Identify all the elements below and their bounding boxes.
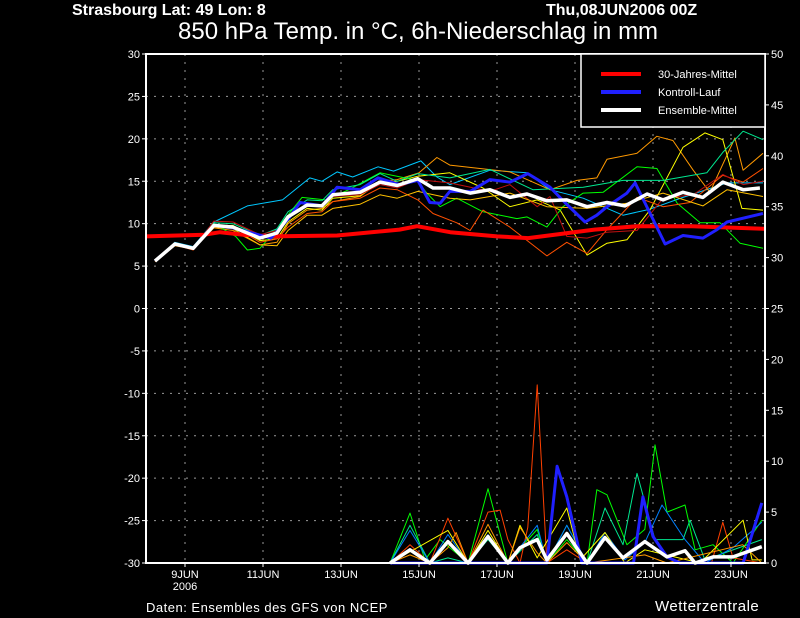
left-tick-label: 15 [128, 176, 140, 188]
precipitation-mean-line [389, 531, 763, 565]
run-date: Thu,08JUN2006 00Z [546, 2, 698, 19]
temperature-member-line [154, 166, 764, 262]
right-tick-label: 40 [771, 151, 783, 163]
station-header: Strasbourg Lat: 49 Lon: 8 [72, 2, 266, 19]
legend-label: 30-Jahres-Mittel [658, 69, 737, 81]
left-tick-label: 10 [128, 219, 140, 231]
left-tick-label: 25 [128, 91, 140, 103]
right-tick-label: 50 [771, 49, 783, 61]
left-tick-label: 20 [128, 134, 140, 146]
left-tick-label: 5 [134, 261, 140, 273]
left-tick-label: 30 [128, 49, 140, 61]
x-tick-label: 9JUN [171, 569, 199, 581]
left-tick-label: -25 [124, 516, 140, 528]
precipitation-member-line [389, 523, 763, 564]
temperature-member-line [154, 160, 763, 262]
x-tick-label: 13JUN [324, 569, 358, 581]
left-tick-label: -5 [130, 346, 140, 358]
temperature-climate-line [145, 224, 765, 241]
axes: 302520151050-5-10-15-20-25-3050454035302… [124, 49, 783, 593]
x-tick-label: 11JUN [247, 569, 280, 581]
right-tick-label: 10 [771, 456, 783, 468]
temperature-mean-line [153, 176, 761, 263]
precipitation-member-line [389, 504, 763, 564]
right-tick-label: 5 [771, 507, 777, 519]
left-tick-label: -20 [124, 473, 140, 485]
plot-frame [145, 53, 766, 564]
main-series [145, 172, 765, 565]
left-tick-label: -10 [124, 388, 140, 400]
x-tick-year: 2006 [173, 581, 197, 593]
grid-lines [146, 54, 765, 563]
x-tick-label: 21JUN [636, 569, 670, 581]
right-tick-label: 25 [771, 304, 783, 316]
legend-label: Kontroll-Lauf [658, 87, 721, 99]
left-tick-label: 0 [134, 304, 140, 316]
x-tick-label: 23JUN [714, 569, 748, 581]
right-tick-label: 35 [771, 202, 783, 214]
temperature-member-line [154, 130, 764, 262]
right-tick-label: 0 [771, 558, 777, 570]
chart-title: 850 hPa Temp. in °C, 6h-Niederschlag in … [178, 18, 659, 45]
right-tick-label: 15 [771, 405, 783, 417]
x-tick-label: 15JUN [402, 569, 436, 581]
right-tick-label: 30 [771, 253, 783, 265]
x-tick-label: 17JUN [480, 569, 514, 581]
legend-label: Ensemble-Mittel [658, 105, 737, 117]
left-tick-label: -15 [124, 431, 140, 443]
right-tick-label: 45 [771, 100, 783, 112]
precipitation-member-line [389, 507, 762, 564]
legend: 30-Jahres-Mittel Kontroll-Lauf Ensemble-Mi… [580, 53, 766, 128]
x-tick-label: 19JUN [558, 569, 592, 581]
data-source: Daten: Ensembles des GFS von NCEP [146, 600, 388, 615]
right-tick-label: 20 [771, 354, 783, 366]
temperature-member-line [154, 168, 764, 262]
left-tick-label: -30 [124, 558, 140, 570]
brand-label: Wetterzentrale [655, 598, 760, 615]
